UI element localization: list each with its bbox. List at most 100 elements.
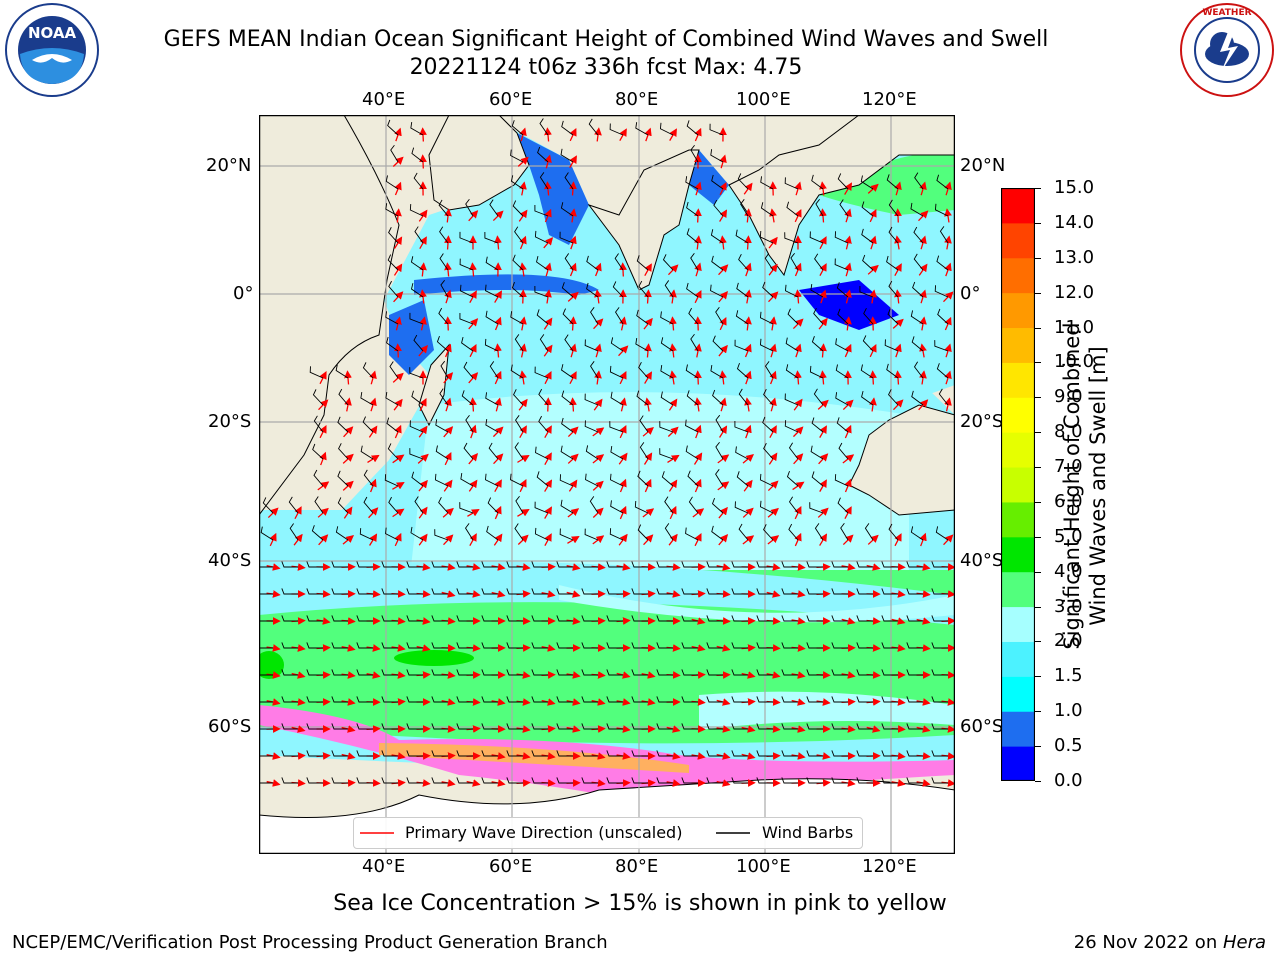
- wind-barb: [756, 696, 773, 703]
- wind-barb: [481, 696, 498, 703]
- wind-barb: [685, 364, 699, 379]
- wind-barb: [763, 389, 774, 406]
- wind-barb: [313, 469, 324, 487]
- wind-barb: [536, 471, 549, 487]
- wind-barb: [389, 361, 399, 379]
- wind-barb: [631, 561, 648, 568]
- wind-barb: [259, 619, 273, 622]
- wind-barb: [409, 448, 424, 460]
- wind-barb: [911, 336, 924, 352]
- wind-barb: [560, 364, 574, 379]
- wind-barb: [861, 201, 874, 217]
- wind-barb: [410, 122, 424, 136]
- wind-barb: [306, 561, 323, 568]
- wind-barb: [884, 339, 899, 352]
- wind-barb: [913, 361, 924, 379]
- wind-barb: [363, 496, 374, 514]
- wind-barb: [711, 497, 724, 514]
- legend-wave-label: Primary Wave Direction (unscaled): [405, 823, 683, 842]
- wind-barb: [806, 750, 823, 757]
- wind-barb: [410, 526, 424, 541]
- wind-barb: [763, 443, 774, 460]
- wind-barb: [838, 442, 849, 460]
- wind-barb: [906, 642, 923, 649]
- wind-barb: [931, 588, 948, 595]
- wind-barb: [381, 642, 398, 649]
- wind-barb: [831, 615, 848, 622]
- wind-barb: [906, 588, 923, 595]
- wind-barb: [639, 442, 649, 460]
- wind-barb: [510, 473, 524, 487]
- wind-barb: [931, 696, 948, 703]
- wind-barb: [631, 588, 648, 595]
- wind-barb: [411, 147, 424, 163]
- wind-barb: [913, 253, 924, 271]
- wind-barb: [760, 202, 774, 217]
- lon-tick-top: 40°E: [362, 89, 406, 110]
- wind-barb: [734, 339, 749, 352]
- wind-barb: [609, 421, 624, 433]
- wind-barb: [485, 284, 499, 298]
- map-panel: [259, 115, 955, 854]
- wind-barb: [481, 777, 498, 784]
- wind-barb: [606, 750, 623, 757]
- wind-barb: [259, 781, 273, 784]
- wind-barb: [638, 362, 649, 379]
- wind-barb: [510, 311, 524, 325]
- colorbar-cell: [1001, 676, 1035, 712]
- wind-barb: [856, 723, 873, 730]
- southeast-asia: [728, 115, 955, 277]
- wind-barb: [706, 669, 723, 676]
- wind-barb: [615, 307, 624, 325]
- colorbar-tick-mark: [1035, 432, 1041, 434]
- wind-barb: [736, 362, 749, 379]
- wind-barb: [638, 280, 649, 298]
- wind-barb: [685, 419, 699, 433]
- wind-barb: [837, 173, 849, 190]
- wind-barb: [906, 696, 923, 703]
- wind-barb: [463, 361, 474, 379]
- wind-barb: [536, 309, 549, 325]
- wind-barb: [711, 525, 724, 541]
- wind-barb-swatch: [716, 832, 750, 834]
- wind-barb: [481, 750, 498, 757]
- wind-barb: [687, 470, 699, 487]
- wind-barb: [810, 445, 824, 460]
- wind-barb: [381, 588, 398, 595]
- wind-barb: [387, 119, 399, 136]
- wind-barb: [881, 588, 898, 595]
- wind-barb: [681, 561, 698, 568]
- wind-barb: [512, 200, 524, 217]
- wind-barb: [581, 696, 598, 703]
- wind-barb: [586, 282, 599, 298]
- wind-barb: [306, 777, 323, 784]
- wind-barb: [456, 723, 473, 730]
- colorbar-cell: [1001, 606, 1035, 642]
- colorbar-cell: [1001, 397, 1035, 433]
- wind-barb: [735, 229, 749, 244]
- colorbar-cell: [1001, 711, 1035, 747]
- wind-barb: [931, 642, 948, 649]
- wind-barb: [888, 199, 899, 217]
- wind-barb: [460, 472, 474, 487]
- wind-barb: [609, 473, 624, 487]
- colorbar-cell: [1001, 641, 1035, 677]
- wind-barb: [806, 642, 823, 649]
- wave-direction-arrow: [317, 507, 329, 518]
- wind-barb: [710, 364, 724, 379]
- wind-barb: [531, 723, 548, 730]
- wind-barb: [410, 256, 424, 271]
- wind-barb: [740, 199, 749, 217]
- wind-barb: [362, 416, 374, 433]
- wind-barb: [534, 204, 549, 217]
- wind-barb: [456, 588, 473, 595]
- wind-barb: [762, 416, 774, 433]
- wind-barb: [590, 307, 599, 325]
- wind-barb: [439, 253, 449, 271]
- wind-barb: [438, 497, 449, 514]
- wind-barb: [506, 615, 523, 622]
- wind-barb: [881, 561, 898, 568]
- wind-barb: [584, 528, 599, 541]
- colorbar: [1001, 188, 1035, 781]
- wind-barb: [586, 255, 599, 271]
